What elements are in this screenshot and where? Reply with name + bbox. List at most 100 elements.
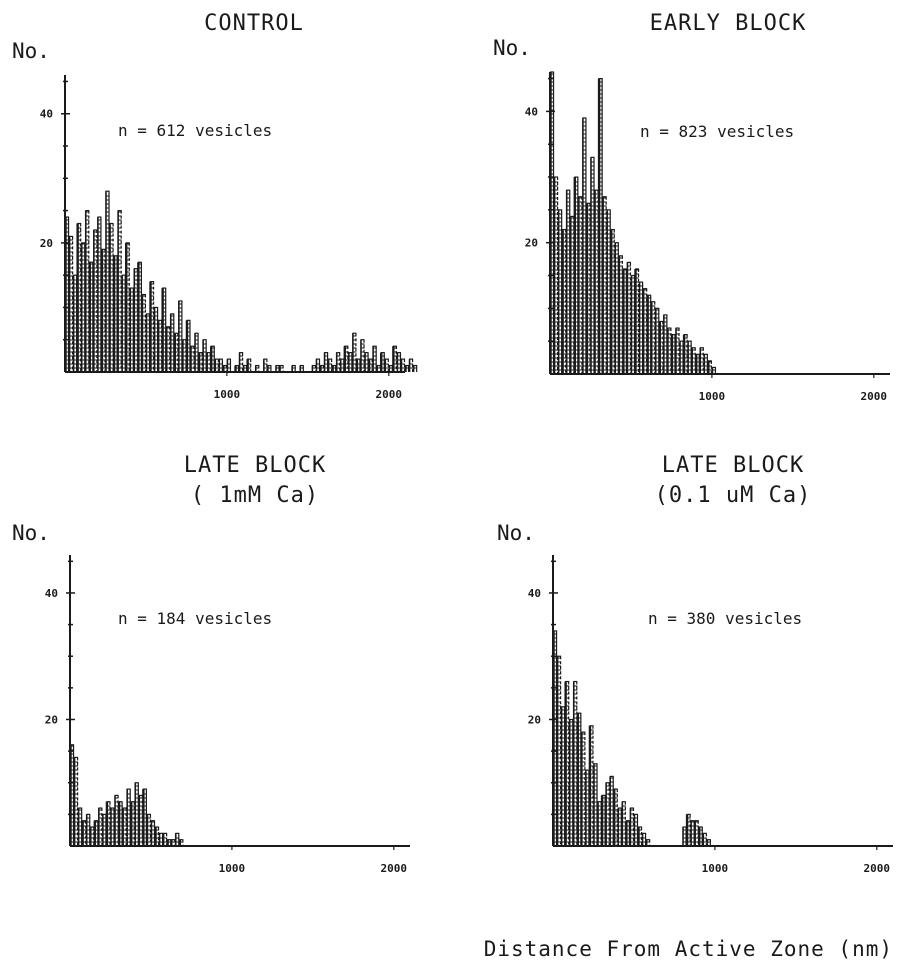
histogram-bar [355,358,361,372]
y-tick-label: 40 [528,587,541,600]
histogram-bar [605,782,610,846]
histogram-bar [549,71,555,374]
histogram-bar [234,364,240,372]
histogram-bar [614,242,619,374]
histogram-bar [149,281,155,372]
y-tick-label: 20 [525,237,538,250]
histogram-bar [246,358,252,372]
x-tick-label: 1000 [219,862,246,875]
histogram-bar [698,826,703,846]
histogram-bar [408,358,414,372]
histogram-bar [85,813,91,846]
panel-title-line-1: LATE BLOCK [662,453,804,478]
histogram-bar [553,176,559,374]
histogram-bar [158,832,164,846]
x-tick-label: 2000 [864,862,891,875]
histogram-bar [105,190,110,372]
x-tick-label: 2000 [861,390,888,403]
panel-early-block: EARLY BLOCK No. n = 823 vesicles 40 20 1000 20… [493,11,890,403]
histogram-bar [129,287,134,372]
sample-size-annotation: n = 823 vesicles [640,122,794,141]
histogram-bar [100,248,106,372]
histogram-bar [687,340,692,374]
histogram-bar [556,655,562,846]
histogram-bar [263,358,268,372]
histogram-bar [73,756,79,846]
histogram-bar [578,196,583,374]
histogram-bar [695,353,700,374]
histogram-bar [142,788,148,846]
histogram-bar [238,352,244,372]
histogram-bar [165,326,171,372]
histogram-bar [637,826,643,846]
histogram-bar [117,209,122,372]
x-tick-label: 1000 [699,390,726,403]
panel-late-block-1mm-ca: LATE BLOCK ( 1mM Ca) No. n = 184 vesicles 40… [12,453,410,875]
histogram-bar [76,222,82,372]
histogram-bar [573,176,579,374]
panel-title-line-1: CONTROL [204,11,304,36]
histogram-bar [625,820,631,846]
y-axis-label: No. [497,521,535,545]
histogram-bar [412,364,418,372]
sample-size-annotation: n = 184 vesicles [118,609,272,628]
panel-title-line-1: EARLY BLOCK [650,11,807,36]
histogram-bar [597,77,603,374]
y-axis-label: No. [12,521,50,545]
y-axis-label: No. [12,39,50,63]
histogram-bar [154,826,160,846]
histogram-bar [226,358,232,372]
histogram-bar [105,801,111,846]
histogram-bar [600,794,606,846]
histogram-bar [299,364,304,372]
histogram-bar [384,358,389,372]
histogram-bar [137,261,143,372]
x-tick-label: 2000 [376,388,403,401]
histogram-bar [88,261,94,372]
histogram-bar [613,788,618,846]
histogram-bar [291,364,296,372]
histogram-bar [141,293,147,372]
histogram-bar [323,352,329,372]
histogram-bar [214,358,219,372]
histogram-bar [254,364,260,372]
histogram-bar [125,242,130,372]
histogram-bar [626,261,632,374]
x-tick-label: 2000 [381,862,408,875]
x-tick-label: 1000 [702,862,729,875]
histogram-bar [170,839,176,846]
x-axis-caption: Distance From Active Zone (nm) [484,937,893,961]
histogram-bar [185,319,191,372]
histogram-bar [130,801,135,846]
histogram-bar [80,242,86,372]
histogram-bar [279,364,284,372]
y-tick-label: 20 [45,713,58,726]
histogram-bar [682,334,688,374]
histogram-bar [685,813,691,846]
histogram-bar [222,364,228,372]
histogram-bar [396,352,402,372]
histogram-bar [178,300,183,372]
histogram-bar [275,364,280,372]
histogram-bar [641,832,647,846]
histogram-bar [646,294,652,374]
histogram-bar [699,347,704,374]
histogram-bar [565,189,571,374]
histogram-bar [404,364,410,372]
histogram-bar [343,345,349,372]
histogram-bar [69,744,75,846]
histogram-bar [576,712,582,846]
histogram-bar [568,718,574,846]
histogram-bar [629,807,635,846]
histogram-bar [202,339,207,372]
histogram-bar [319,364,325,372]
histogram-bar [93,820,99,846]
histogram-bar [311,364,317,372]
histogram-bar [178,839,184,846]
histogram-bar [610,228,615,374]
histogram-bar [593,763,598,846]
histogram-bar [675,327,680,374]
histogram-bar [112,255,118,372]
y-tick-label: 20 [40,237,53,250]
